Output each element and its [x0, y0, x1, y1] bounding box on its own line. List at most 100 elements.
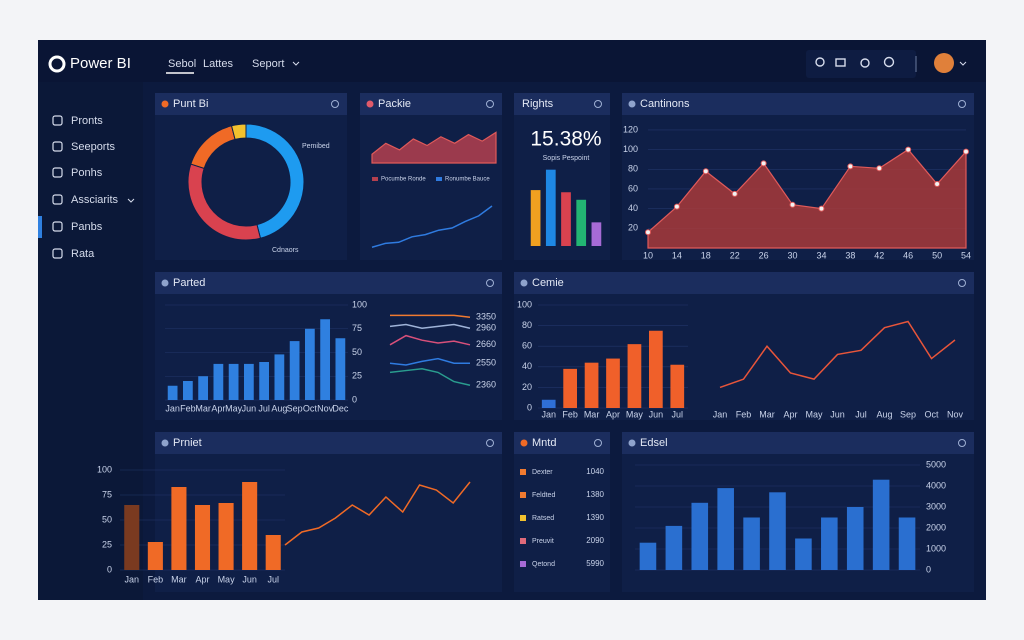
bar — [242, 482, 258, 570]
y-tick-label: 0 — [107, 564, 112, 574]
y-tick-label: 0 — [926, 564, 931, 574]
panel-menu[interactable] — [486, 279, 494, 287]
list-value: 5990 — [586, 559, 604, 568]
active-indicator — [38, 216, 42, 238]
series-label: 3350 — [476, 312, 496, 322]
x-tick-label: Sep — [287, 403, 303, 413]
marker — [702, 168, 709, 175]
bar — [627, 344, 642, 408]
bar — [545, 169, 556, 246]
y-tick-label: 2000 — [926, 522, 946, 532]
y-tick-label: 120 — [623, 124, 638, 134]
bar — [289, 341, 300, 400]
nav-icon[interactable] — [52, 194, 63, 205]
y-tick-label: 60 — [522, 341, 532, 351]
bar — [171, 487, 187, 570]
avatar[interactable] — [934, 53, 954, 73]
x-tick-label: May — [225, 403, 243, 413]
panel-menu[interactable] — [958, 279, 966, 287]
x-tick-label: 30 — [788, 250, 798, 260]
nav-tab[interactable]: Sebol — [168, 58, 196, 70]
panel-header — [155, 272, 502, 294]
nav-icon[interactable] — [52, 115, 63, 126]
y-tick-label: 50 — [102, 514, 112, 524]
nav-icon[interactable] — [52, 248, 63, 259]
search-icon[interactable] — [815, 57, 825, 67]
nav-tab[interactable]: Seport — [252, 58, 284, 70]
list-icon — [520, 538, 526, 544]
briefcase-icon[interactable] — [835, 58, 846, 67]
x-tick-label: Jul — [258, 403, 270, 413]
x-tick-label: Aug — [271, 403, 287, 413]
tab-chevron[interactable] — [292, 61, 300, 66]
legend-label: Ronumbe Bauce — [445, 177, 490, 183]
panel-menu[interactable] — [958, 439, 966, 447]
nav-tab[interactable]: Lattes — [203, 58, 233, 70]
panel-title: Cemie — [532, 277, 564, 289]
bar — [147, 542, 163, 570]
panel-menu[interactable] — [331, 100, 339, 108]
nav-icon[interactable] — [52, 167, 63, 178]
legend-swatch — [436, 177, 442, 181]
bar — [717, 488, 734, 570]
list-label: Dexter — [532, 469, 553, 476]
bar — [243, 363, 254, 400]
nav-item[interactable]: Pronts — [71, 115, 103, 127]
bar — [274, 354, 285, 400]
bar — [846, 507, 864, 570]
panel-title: Punt Bi — [173, 98, 208, 110]
nav-item[interactable]: Panbs — [71, 221, 103, 233]
bar — [606, 358, 620, 408]
panel-menu[interactable] — [594, 100, 602, 108]
x-tick-label: 14 — [672, 250, 682, 260]
x-tick-label: Jan — [125, 574, 140, 584]
panel-title: Mntd — [532, 437, 556, 449]
list-icon — [520, 469, 526, 475]
x-tick-label: Jan — [541, 409, 556, 419]
chevron[interactable] — [959, 61, 967, 66]
x-tick-label: Jul — [267, 574, 279, 584]
panel-menu[interactable] — [486, 439, 494, 447]
y-tick-label: 80 — [522, 320, 532, 330]
x-tick-label: Apr — [195, 574, 209, 584]
x-tick-label: Aug — [876, 409, 892, 419]
bar — [304, 328, 315, 400]
x-tick-label: Jun — [242, 403, 257, 413]
bar — [563, 368, 577, 408]
nav-icon[interactable] — [52, 141, 63, 152]
x-tick-label: Dec — [332, 403, 349, 413]
y-tick-label: 50 — [352, 347, 362, 357]
marker — [760, 160, 767, 167]
panel-menu[interactable] — [594, 439, 602, 447]
panel-dot — [161, 100, 169, 108]
marker — [963, 148, 969, 155]
nav-chevron[interactable] — [127, 198, 135, 203]
y-tick-label: 100 — [623, 144, 638, 154]
panel-dot — [161, 279, 169, 287]
nav-icon[interactable] — [52, 221, 63, 232]
x-tick-label: Jan — [713, 409, 728, 419]
donut-slice — [230, 123, 247, 140]
x-tick-label: Mar — [584, 409, 600, 419]
nav-item[interactable]: Seeports — [71, 141, 116, 153]
x-tick-label: Feb — [736, 409, 752, 419]
panel-menu[interactable] — [486, 100, 494, 108]
series-label: 2360 — [476, 380, 496, 390]
x-tick-label: Jan — [165, 403, 180, 413]
nav-item[interactable]: Assciarits — [71, 194, 119, 206]
panel-dot — [628, 439, 636, 447]
panel-menu[interactable] — [958, 100, 966, 108]
panel-title: Rights — [522, 98, 554, 110]
x-tick-label: May — [626, 409, 644, 419]
nav-item[interactable]: Ponhs — [71, 167, 103, 179]
x-tick-label: Feb — [180, 403, 196, 413]
series-label: 2660 — [476, 339, 496, 349]
y-tick-label: 1000 — [926, 543, 946, 553]
nav-item[interactable]: Rata — [71, 248, 95, 260]
bar — [769, 492, 786, 570]
bar — [591, 222, 602, 246]
search-icon[interactable] — [883, 56, 895, 68]
settings-icon[interactable] — [860, 58, 870, 68]
